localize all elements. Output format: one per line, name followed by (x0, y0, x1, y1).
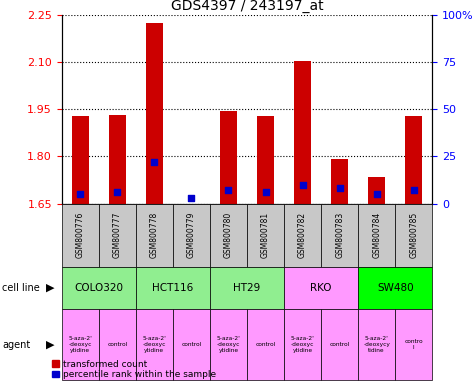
Bar (109, 115, 126, 204)
Text: ▶: ▶ (46, 339, 54, 350)
Text: 5-aza-2'
-deoxyc
ytidine: 5-aza-2' -deoxyc ytidine (291, 336, 314, 353)
Text: GSM800777: GSM800777 (113, 212, 122, 258)
Text: GSM800779: GSM800779 (187, 212, 196, 258)
Bar (405, 116, 422, 204)
Point (225, 187, 232, 194)
Bar (257, 116, 274, 204)
Text: agent: agent (2, 339, 30, 350)
Text: GSM800780: GSM800780 (224, 212, 233, 258)
Bar (220, 111, 237, 204)
Text: control: control (107, 342, 127, 347)
Bar (368, 177, 385, 204)
Text: contro
l: contro l (404, 339, 423, 350)
Legend: transformed count, percentile rank within the sample: transformed count, percentile rank withi… (52, 360, 216, 379)
Text: HCT116: HCT116 (152, 283, 193, 293)
Text: RKO: RKO (310, 283, 332, 293)
Bar (331, 159, 348, 204)
Text: 5-aza-2'
-deoxyc
ytidine: 5-aza-2' -deoxyc ytidine (217, 336, 240, 353)
Text: cell line: cell line (2, 283, 40, 293)
Bar (146, 23, 163, 204)
Text: control: control (256, 342, 276, 347)
Point (373, 191, 380, 197)
Text: control: control (330, 342, 350, 347)
Text: control: control (181, 342, 201, 347)
Point (299, 182, 306, 188)
Point (114, 189, 121, 195)
Text: 5-aza-2'
-deoxyc
ytidine: 5-aza-2' -deoxyc ytidine (68, 336, 92, 353)
Point (336, 185, 343, 192)
Bar (72, 116, 89, 204)
Text: SW480: SW480 (377, 283, 414, 293)
Bar (294, 61, 311, 204)
Text: GSM800781: GSM800781 (261, 212, 270, 258)
Text: 5-aza-2'
-deoxyc
ytidine: 5-aza-2' -deoxyc ytidine (142, 336, 166, 353)
Text: HT29: HT29 (233, 283, 261, 293)
Text: GSM800785: GSM800785 (409, 212, 418, 258)
Text: GSM800782: GSM800782 (298, 212, 307, 258)
Text: GSM800778: GSM800778 (150, 212, 159, 258)
Title: GDS4397 / 243197_at: GDS4397 / 243197_at (171, 0, 323, 13)
Point (188, 195, 195, 201)
Text: ▶: ▶ (46, 283, 54, 293)
Text: GSM800783: GSM800783 (335, 212, 344, 258)
Text: GSM800784: GSM800784 (372, 212, 381, 258)
Text: 5-aza-2'
-deoxycy
tidine: 5-aza-2' -deoxycy tidine (363, 336, 390, 353)
Point (262, 189, 269, 195)
Point (410, 187, 418, 194)
Point (151, 159, 158, 165)
Text: COLO320: COLO320 (74, 283, 124, 293)
Text: GSM800776: GSM800776 (76, 212, 85, 258)
Point (76, 191, 84, 197)
